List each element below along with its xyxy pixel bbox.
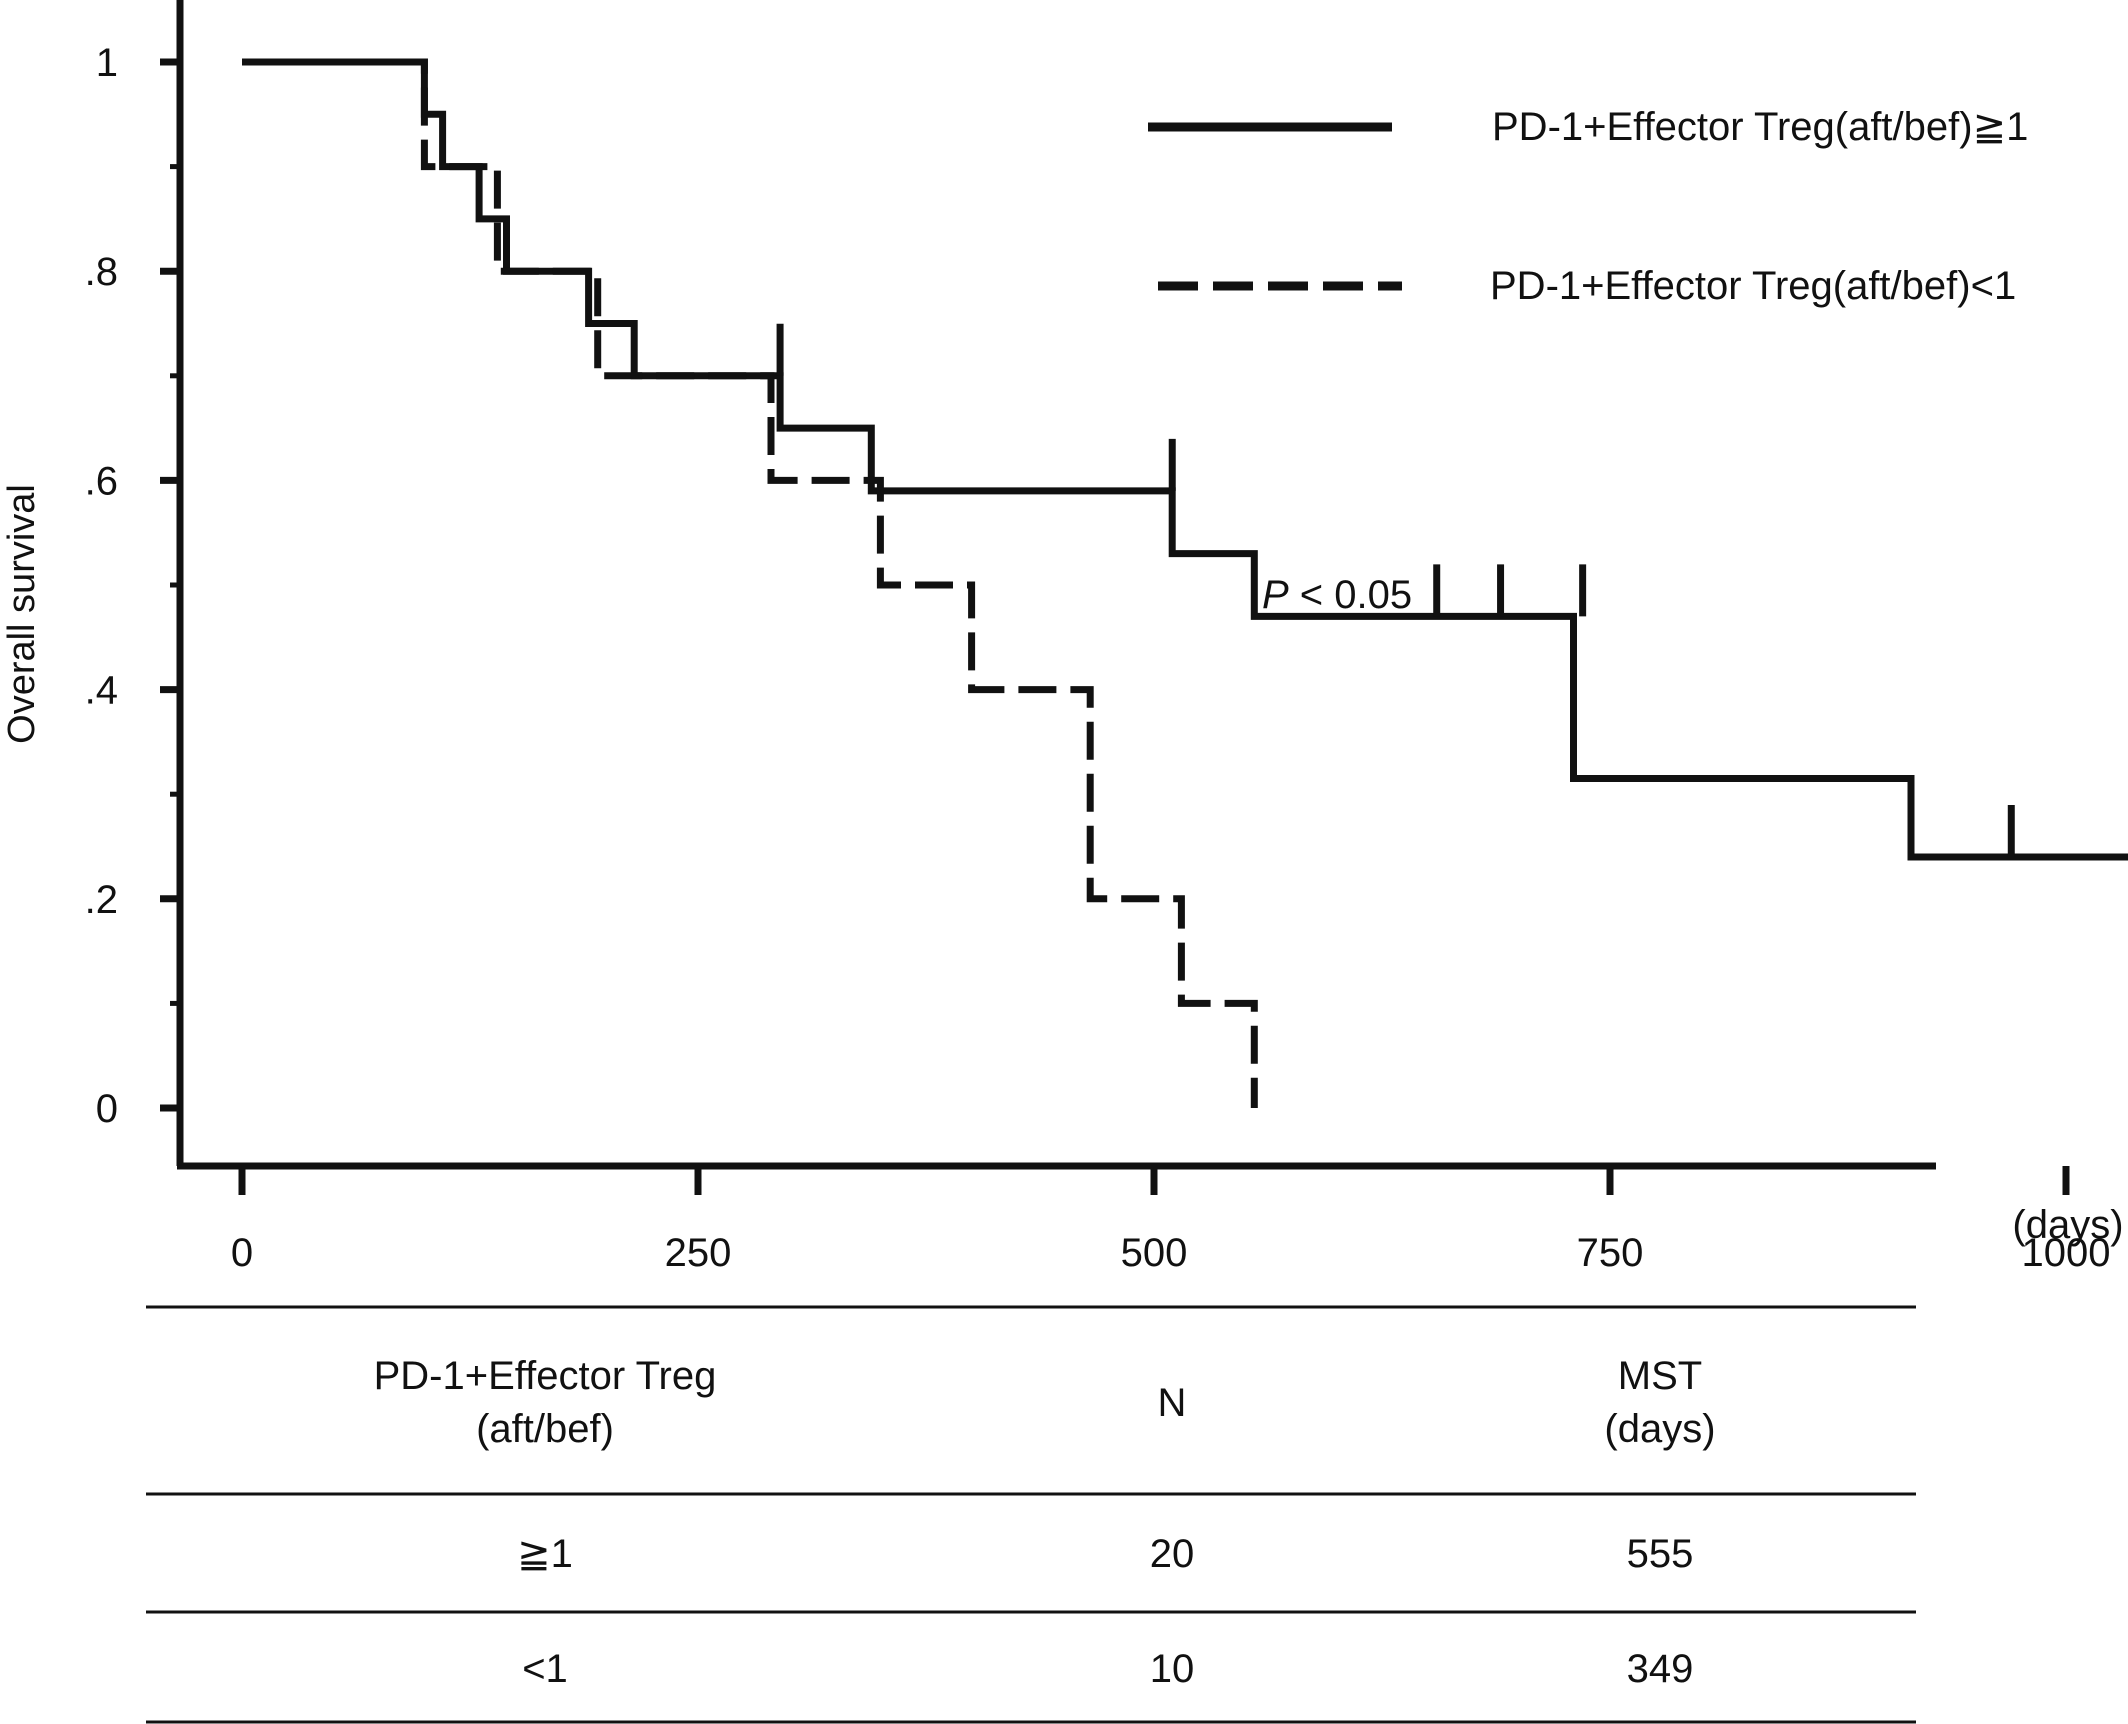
y-tick-label-2: .4 (85, 669, 118, 713)
table-header-group-line2: (aft/bef) (476, 1407, 614, 1451)
table-header-group-line1: PD-1+Effector Treg (374, 1354, 717, 1398)
legend: PD-1+Effector Treg(aft/bef)≧1 PD-1+Effec… (1148, 105, 2028, 308)
x-tick-label-500: 500 (1121, 1231, 1188, 1275)
p-value-annotation: P < 0.05 (1262, 573, 1412, 617)
y-minor-ticks (170, 164, 180, 1006)
table-row-2-mst: 349 (1627, 1647, 1694, 1691)
x-tick-label-1000: 1000 (2022, 1231, 2111, 1275)
y-tick-label-0: 0 (96, 1087, 118, 1131)
table-header-mst-line1: MST (1618, 1354, 1702, 1398)
x-tick-label-250: 250 (665, 1231, 732, 1275)
y-tick-label-5: 1 (96, 41, 118, 85)
y-ticks: 0 .2 .4 .6 .8 1 (85, 41, 180, 1131)
p-value-italic: P (1262, 573, 1289, 617)
table-row-1-mst: 555 (1627, 1532, 1694, 1576)
legend-label-solid: PD-1+Effector Treg(aft/bef)≧1 (1492, 105, 2028, 149)
table-header-mst-line2: (days) (1604, 1407, 1715, 1451)
y-tick-label-1: .2 (85, 878, 118, 922)
x-tick-label-750: 750 (1577, 1231, 1644, 1275)
legend-label-dashed: PD-1+Effector Treg(aft/bef)<1 (1490, 264, 2016, 308)
table-row-1-group: ≧1 (517, 1532, 573, 1576)
table-row-2-group: <1 (522, 1647, 568, 1691)
series-line-dashed (242, 58, 1258, 1108)
table-header-n: N (1158, 1381, 1187, 1425)
x-axis-label: (days) (2012, 1203, 2123, 1247)
table-row-1-n: 20 (1150, 1532, 1195, 1576)
summary-table: PD-1+Effector Treg (aft/bef) N MST (days… (146, 1305, 1916, 1724)
y-tick-label-3: .6 (85, 459, 118, 503)
table-row-2-n: 10 (1150, 1647, 1195, 1691)
p-value-rest: < 0.05 (1289, 573, 1412, 617)
x-ticks: 0250500750100012501500175020002250 (231, 1166, 2111, 1275)
y-tick-label-4: .8 (85, 250, 118, 294)
y-axis-label: Overall survival (1, 484, 43, 744)
series-layer (242, 58, 2128, 1108)
x-tick-label-0: 0 (231, 1231, 253, 1275)
series-line-solid (242, 58, 2128, 861)
